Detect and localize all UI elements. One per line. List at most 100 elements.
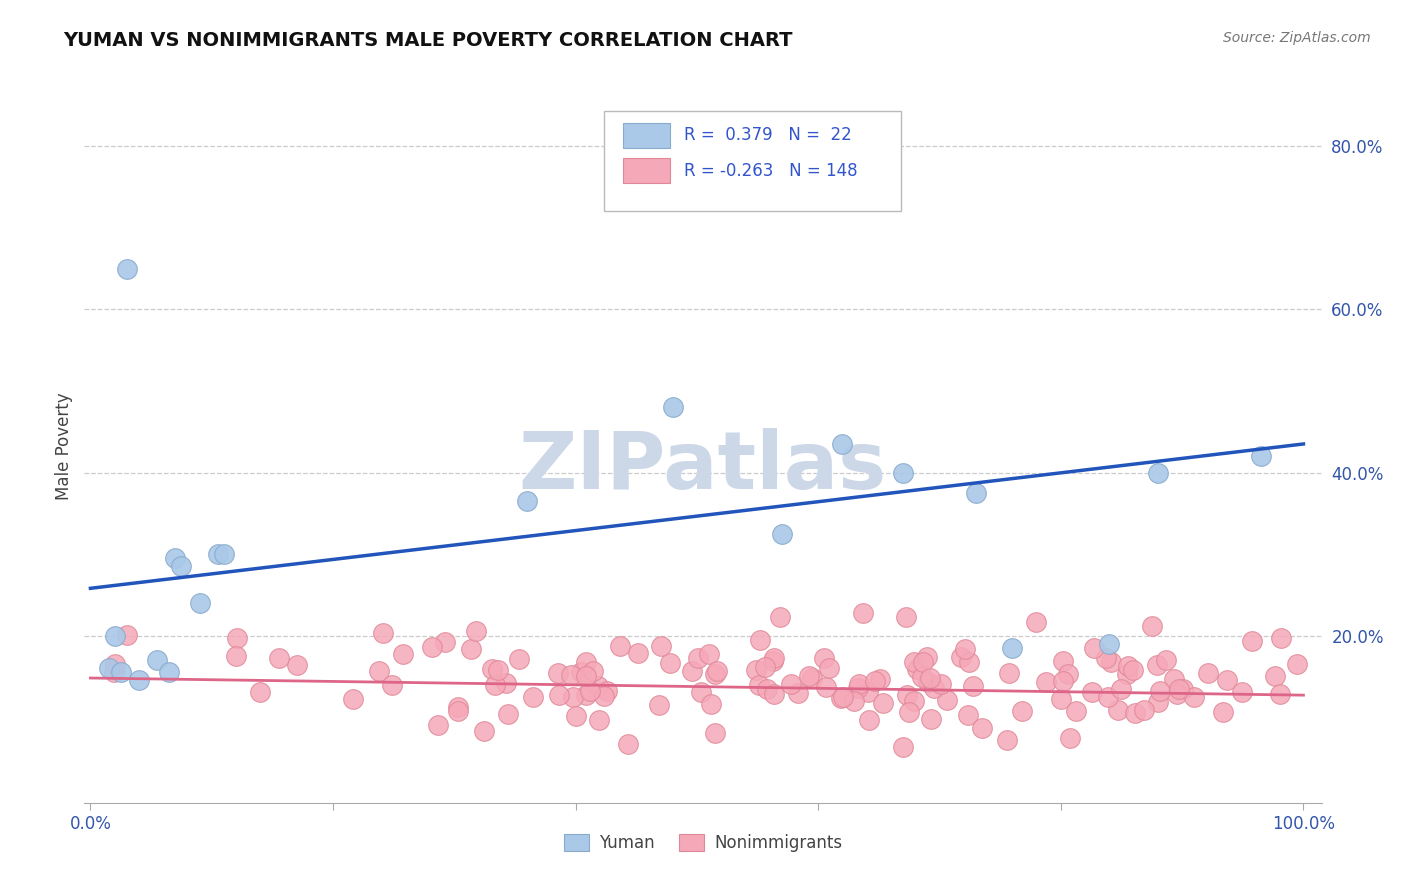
Point	[905, 662, 928, 676]
Point	[342, 692, 364, 706]
Point	[627, 647, 650, 661]
Point	[780, 676, 803, 690]
Point	[1116, 667, 1139, 681]
Point	[915, 650, 938, 665]
Point	[1285, 657, 1308, 672]
Point	[575, 655, 598, 669]
Point	[495, 676, 517, 690]
Point	[420, 640, 443, 654]
Point	[858, 713, 880, 727]
Point	[447, 699, 470, 714]
Point	[869, 672, 891, 686]
Point	[650, 640, 672, 654]
Point	[688, 650, 710, 665]
Point	[1173, 682, 1195, 697]
Point	[690, 685, 713, 699]
Point	[1052, 654, 1074, 668]
Point	[1107, 703, 1129, 717]
Point	[564, 709, 586, 723]
Point	[949, 649, 972, 664]
Text: Source: ZipAtlas.com: Source: ZipAtlas.com	[1223, 31, 1371, 45]
Point	[704, 726, 727, 740]
Point	[1216, 673, 1239, 687]
Point	[1149, 684, 1171, 698]
Point	[1182, 690, 1205, 705]
Legend: Yuman, Nonimmigrants: Yuman, Nonimmigrants	[557, 827, 849, 859]
Point	[446, 704, 468, 718]
Point	[1025, 615, 1047, 629]
Point	[1122, 663, 1144, 677]
Point	[484, 678, 506, 692]
Point	[426, 717, 449, 731]
Point	[1241, 634, 1264, 648]
Point	[856, 685, 879, 699]
Point	[818, 661, 841, 675]
Point	[616, 737, 638, 751]
Point	[997, 733, 1019, 747]
Point	[574, 688, 596, 702]
Point	[962, 679, 984, 693]
Point	[516, 494, 538, 508]
Point	[368, 664, 391, 678]
Point	[745, 663, 768, 677]
Point	[681, 664, 703, 678]
Point	[1270, 631, 1292, 645]
Point	[997, 666, 1019, 681]
Point	[813, 651, 835, 665]
Point	[1250, 449, 1272, 463]
Text: R = -0.263   N = 148: R = -0.263 N = 148	[685, 161, 858, 179]
Text: YUMAN VS NONIMMIGRANTS MALE POVERTY CORRELATION CHART: YUMAN VS NONIMMIGRANTS MALE POVERTY CORR…	[63, 31, 793, 50]
Point	[104, 629, 127, 643]
Point	[852, 606, 875, 620]
Text: ZIPatlas: ZIPatlas	[519, 428, 887, 507]
Point	[586, 679, 609, 693]
Point	[903, 694, 925, 708]
Point	[465, 624, 488, 638]
Point	[596, 684, 619, 698]
Point	[226, 632, 249, 646]
Point	[1011, 704, 1033, 718]
Point	[582, 664, 605, 678]
Point	[814, 680, 837, 694]
Point	[700, 697, 723, 711]
Point	[1099, 655, 1122, 669]
Point	[1001, 640, 1024, 655]
Point	[955, 641, 977, 656]
Point	[770, 526, 793, 541]
Point	[1197, 666, 1219, 681]
Point	[165, 551, 187, 566]
Point	[575, 669, 598, 683]
Point	[1064, 704, 1087, 718]
Point	[647, 698, 669, 713]
Point	[460, 641, 482, 656]
Point	[287, 658, 309, 673]
Point	[848, 677, 870, 691]
FancyBboxPatch shape	[623, 159, 669, 184]
Point	[97, 661, 120, 675]
Point	[381, 678, 404, 692]
Point	[846, 681, 869, 696]
Point	[1147, 695, 1170, 709]
Point	[486, 663, 509, 677]
Point	[157, 665, 180, 680]
Point	[392, 647, 415, 661]
Point	[1263, 669, 1285, 683]
Point	[768, 609, 790, 624]
Point	[1146, 658, 1168, 673]
FancyBboxPatch shape	[623, 123, 669, 148]
FancyBboxPatch shape	[605, 111, 901, 211]
Point	[903, 655, 925, 669]
Point	[562, 690, 585, 704]
Point	[936, 693, 959, 707]
Y-axis label: Male Poverty: Male Poverty	[55, 392, 73, 500]
Point	[799, 669, 821, 683]
Point	[1268, 687, 1291, 701]
Point	[522, 690, 544, 704]
Point	[786, 686, 808, 700]
Point	[1123, 706, 1146, 721]
Point	[1059, 731, 1081, 746]
Point	[697, 648, 720, 662]
Point	[1133, 703, 1156, 717]
Point	[762, 654, 785, 668]
Point	[1081, 685, 1104, 699]
